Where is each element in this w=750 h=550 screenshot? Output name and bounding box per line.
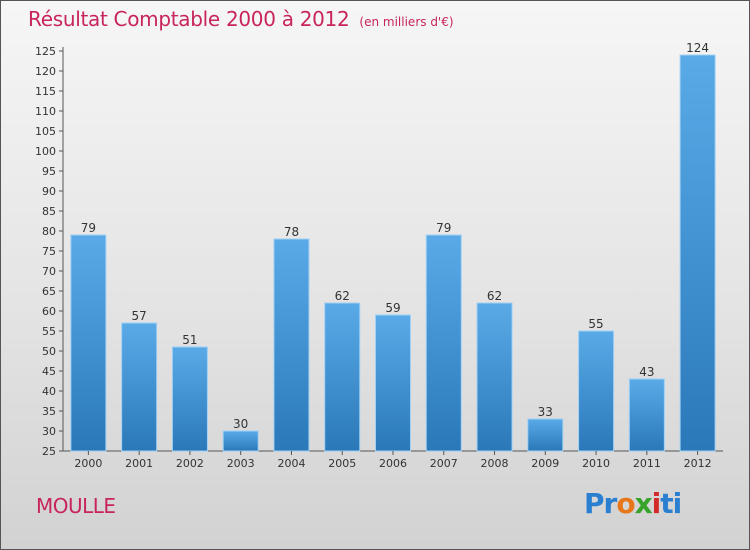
- bar-value-label: 78: [284, 225, 299, 239]
- logo-letter-o: o: [616, 487, 635, 520]
- title-row: Résultat Comptable 2000 à 2012 (en millie…: [28, 7, 454, 31]
- y-tick-label: 75: [42, 245, 56, 258]
- y-tick-label: 25: [42, 445, 56, 458]
- bar: [425, 234, 462, 452]
- y-tick-label: 110: [35, 105, 56, 118]
- bar-value-label: 62: [487, 289, 502, 303]
- bar: [70, 234, 107, 452]
- logo-letters-ti: ti: [660, 487, 682, 520]
- bar: [476, 302, 513, 452]
- bar-value-label: 79: [436, 221, 451, 235]
- y-tick-label: 100: [35, 145, 56, 158]
- x-tick-label: 2003: [227, 457, 255, 470]
- bar: [679, 54, 716, 452]
- x-tick-label: 2006: [379, 457, 407, 470]
- logo-letter-i: i: [651, 487, 662, 520]
- x-tick-label: 2002: [176, 457, 204, 470]
- chart-subtitle: (en milliers d'€): [359, 15, 454, 29]
- y-tick-label: 30: [42, 425, 56, 438]
- x-tick-label: 2001: [125, 457, 153, 470]
- bar-value-label: 59: [385, 301, 400, 315]
- y-tick-label: 40: [42, 385, 56, 398]
- bar-value-label: 62: [335, 289, 350, 303]
- y-tick-label: 55: [42, 325, 56, 338]
- bar-value-label: 51: [182, 333, 197, 347]
- bar-value-label: 33: [538, 405, 553, 419]
- bar: [375, 314, 411, 452]
- x-tick-label: 2008: [481, 457, 509, 470]
- y-tick-label: 65: [42, 285, 56, 298]
- bar: [121, 322, 158, 452]
- y-tick-label: 60: [42, 305, 56, 318]
- x-tick-label: 2005: [328, 457, 356, 470]
- y-tick-label: 35: [42, 405, 56, 418]
- bar: [527, 418, 564, 452]
- x-tick-label: 2004: [277, 457, 305, 470]
- y-tick-label: 115: [35, 85, 56, 98]
- y-tick-label: 95: [42, 165, 56, 178]
- commune-name: MOULLE: [36, 494, 116, 518]
- y-tick-label: 85: [42, 205, 56, 218]
- bar: [628, 378, 665, 452]
- x-tick-label: 2009: [531, 457, 559, 470]
- y-tick-label: 105: [35, 125, 56, 138]
- y-tick-label: 120: [35, 65, 56, 78]
- y-tick-label: 90: [42, 185, 56, 198]
- bar-value-label: 57: [132, 309, 147, 323]
- x-tick-label: 2010: [582, 457, 610, 470]
- chart-title: Résultat Comptable 2000 à 2012: [28, 7, 350, 31]
- y-tick-label: 45: [42, 365, 56, 378]
- y-tick-label: 70: [42, 265, 56, 278]
- y-tick-label: 125: [35, 45, 56, 58]
- bar-value-label: 55: [588, 317, 603, 331]
- logo-letter-x: x: [634, 487, 653, 520]
- x-tick-label: 2007: [430, 457, 458, 470]
- x-tick-label: 2011: [633, 457, 661, 470]
- proxiti-logo[interactable]: Proxiti: [584, 487, 682, 520]
- bar: [578, 330, 615, 452]
- bar: [273, 238, 310, 452]
- x-tick-label: 2000: [74, 457, 102, 470]
- y-tick-label: 50: [42, 345, 56, 358]
- y-tick-label: 80: [42, 225, 56, 238]
- bar-value-label: 79: [81, 221, 96, 235]
- bar: [222, 430, 259, 452]
- bar: [324, 302, 361, 452]
- bar-value-label: 124: [686, 41, 709, 55]
- logo-letters-pr: Pr: [584, 487, 617, 520]
- bar-value-label: 43: [639, 365, 654, 379]
- x-tick-label: 2012: [684, 457, 712, 470]
- bar: [171, 346, 208, 452]
- bar-value-label: 30: [233, 417, 248, 431]
